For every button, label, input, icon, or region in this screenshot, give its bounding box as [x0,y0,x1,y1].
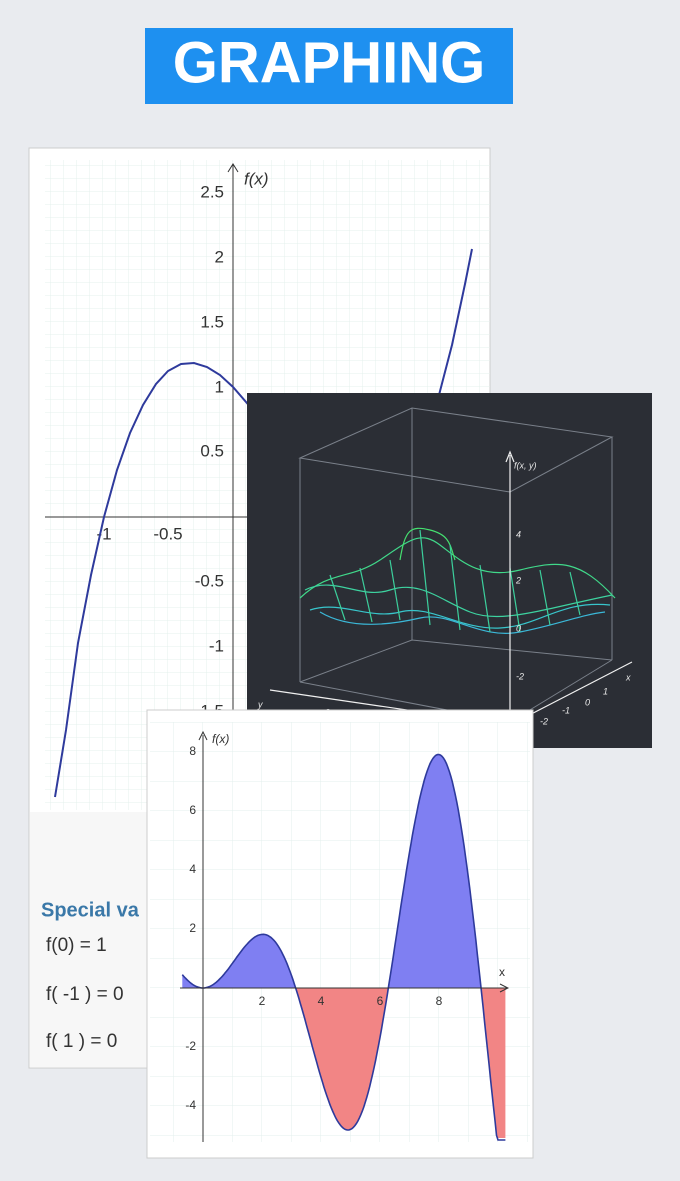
axis-label: f(x, y) [514,460,537,470]
x-tick-label: -1 [562,705,570,715]
x-tick-label: 6 [377,994,384,1008]
y-tick-label: 6 [189,803,196,817]
title-box [145,28,513,104]
axis-label: y [257,699,263,709]
z-tick-label: 4 [516,529,521,539]
axis-arrow [227,163,239,173]
x-tick-label: 0 [585,697,590,707]
y-tick-label: -4 [185,1098,196,1112]
y-tick-label: 4 [189,862,196,876]
axis-label: x [499,965,505,979]
y-tick-label: -2 [185,1039,196,1053]
axis-arrow [198,730,510,993]
x-tick-label: 4 [318,994,325,1008]
axis-label: f(x) [244,169,269,188]
special-value: f( 1 ) = 0 [46,1031,117,1052]
surface [299,527,616,634]
z-tick-label: -2 [516,671,524,681]
x-tick-label: 2 [259,994,266,1008]
x-tick-label: -2 [540,716,548,726]
graph-3d-card: f(x, y) 4 2 0 -2 -4 3 2 1 0 -1 -4 -3 -2 … [247,393,652,748]
graph-area-card: f(x) 8 6 4 2 -2 -4 2 4 6 8 x [146,709,534,1159]
negative-area [182,988,506,1138]
x-tick-label: 1 [603,686,608,696]
axis-label: x [625,672,631,682]
z-tick-label: 0 [516,623,521,633]
y-tick-label: 2 [189,921,196,935]
card [247,393,652,748]
y-tick-label: 2 [215,247,224,266]
special-value: f(0) = 1 [46,935,107,956]
special-value: f( -1 ) = 0 [46,984,124,1005]
x-tick-label: 8 [436,994,443,1008]
title: GRAPHING [173,30,486,95]
y-tick-label: -1 [209,636,224,655]
y-tick-label: 8 [189,744,196,758]
curve [181,753,506,1141]
x-tick-label: -1 [96,524,111,543]
axis-label: f(x) [212,732,229,746]
x-tick-label: -0.5 [153,524,182,543]
section-title: Special va [41,899,140,921]
positive-area [182,754,506,988]
y-tick-label: 1.5 [200,312,224,331]
y-tick-label: 1 [215,377,224,396]
y-tick-label: 0.5 [200,441,224,460]
z-tick-label: 2 [515,575,521,585]
y-tick-label: 2.5 [200,182,224,201]
y-tick-label: -0.5 [195,571,224,590]
